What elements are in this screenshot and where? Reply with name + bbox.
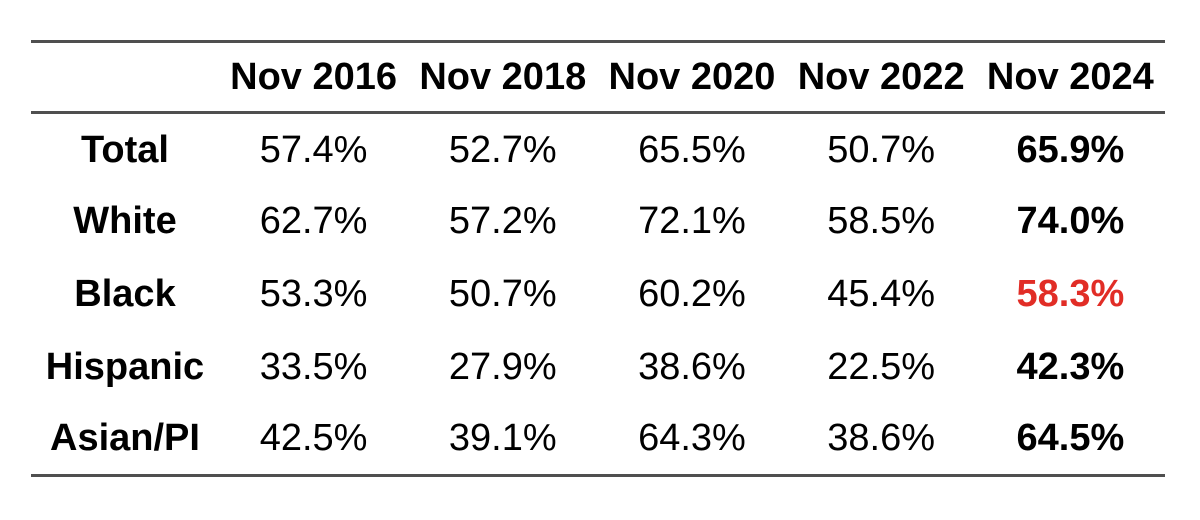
cell-total-2024: 65.9%	[1016, 128, 1125, 171]
cell-white-2022: 58.5%	[827, 200, 936, 243]
data-table-container: Nov 2016 Nov 2018 Nov 2020 Nov 2022 Nov …	[31, 40, 1165, 477]
cell-white-2016: 62.7%	[259, 200, 368, 243]
row-label-white: White	[73, 200, 177, 243]
cell-asian-pi-2016: 42.5%	[219, 402, 409, 477]
cell-asian-pi-2018: 39.1%	[408, 402, 598, 477]
cell-black-2018: 50.7%	[448, 272, 557, 315]
table-row-hispanic: Hispanic 33.5% 27.9% 38.6% 22.5% 42.3%	[31, 330, 1165, 403]
cell-total-2016: 57.4%	[259, 128, 368, 171]
table-row-asian-pi: Asian/PI 42.5% 39.1% 64.3% 38.6% 64.5%	[31, 402, 1165, 477]
column-header-blank	[31, 41, 219, 114]
cell-white-2020: 72.1%	[638, 200, 746, 243]
table-row-white: White 62.7% 57.2% 72.1% 58.5% 74.0%	[31, 185, 1165, 258]
column-header-nov-2020: Nov 2020	[597, 41, 787, 114]
cell-black-2016: 53.3%	[259, 272, 368, 315]
table-row-black: Black 53.3% 50.7% 60.2% 45.4% 58.3%	[31, 258, 1165, 331]
column-header-nov-2022: Nov 2022	[786, 41, 976, 114]
cell-total-2020: 65.5%	[638, 128, 746, 171]
header-row: Nov 2016 Nov 2018 Nov 2020 Nov 2022 Nov …	[31, 41, 1165, 114]
cell-asian-pi-2020: 64.3%	[597, 402, 787, 477]
row-label-asian-pi: Asian/PI	[31, 402, 219, 477]
cell-white-2024: 74.0%	[1016, 200, 1125, 243]
row-label-total: Total	[81, 128, 169, 171]
cell-white-2018: 57.2%	[448, 200, 557, 243]
cell-total-2022: 50.7%	[827, 128, 936, 171]
column-header-nov-2016: Nov 2016	[219, 41, 409, 114]
column-header-nov-2024: Nov 2024	[975, 41, 1165, 114]
cell-total-2018: 52.7%	[448, 128, 557, 171]
cell-asian-pi-2024: 64.5%	[975, 402, 1165, 477]
cell-hispanic-2020: 38.6%	[638, 345, 746, 388]
row-label-hispanic: Hispanic	[45, 345, 205, 388]
cell-black-2022: 45.4%	[827, 272, 936, 315]
cell-black-2020: 60.2%	[638, 272, 746, 315]
cell-black-2024-highlighted: 58.3%	[1016, 272, 1125, 315]
turnout-table: Nov 2016 Nov 2018 Nov 2020 Nov 2022 Nov …	[31, 40, 1165, 477]
cell-asian-pi-2022: 38.6%	[786, 402, 976, 477]
cell-hispanic-2016: 33.5%	[259, 345, 368, 388]
table-row-total: Total 57.4% 52.7% 65.5% 50.7% 65.9%	[31, 113, 1165, 186]
row-label-black: Black	[74, 272, 176, 315]
cell-hispanic-2024: 42.3%	[1016, 345, 1125, 388]
column-header-nov-2018: Nov 2018	[408, 41, 598, 114]
cell-hispanic-2022: 22.5%	[827, 345, 936, 388]
cell-hispanic-2018: 27.9%	[448, 345, 557, 388]
